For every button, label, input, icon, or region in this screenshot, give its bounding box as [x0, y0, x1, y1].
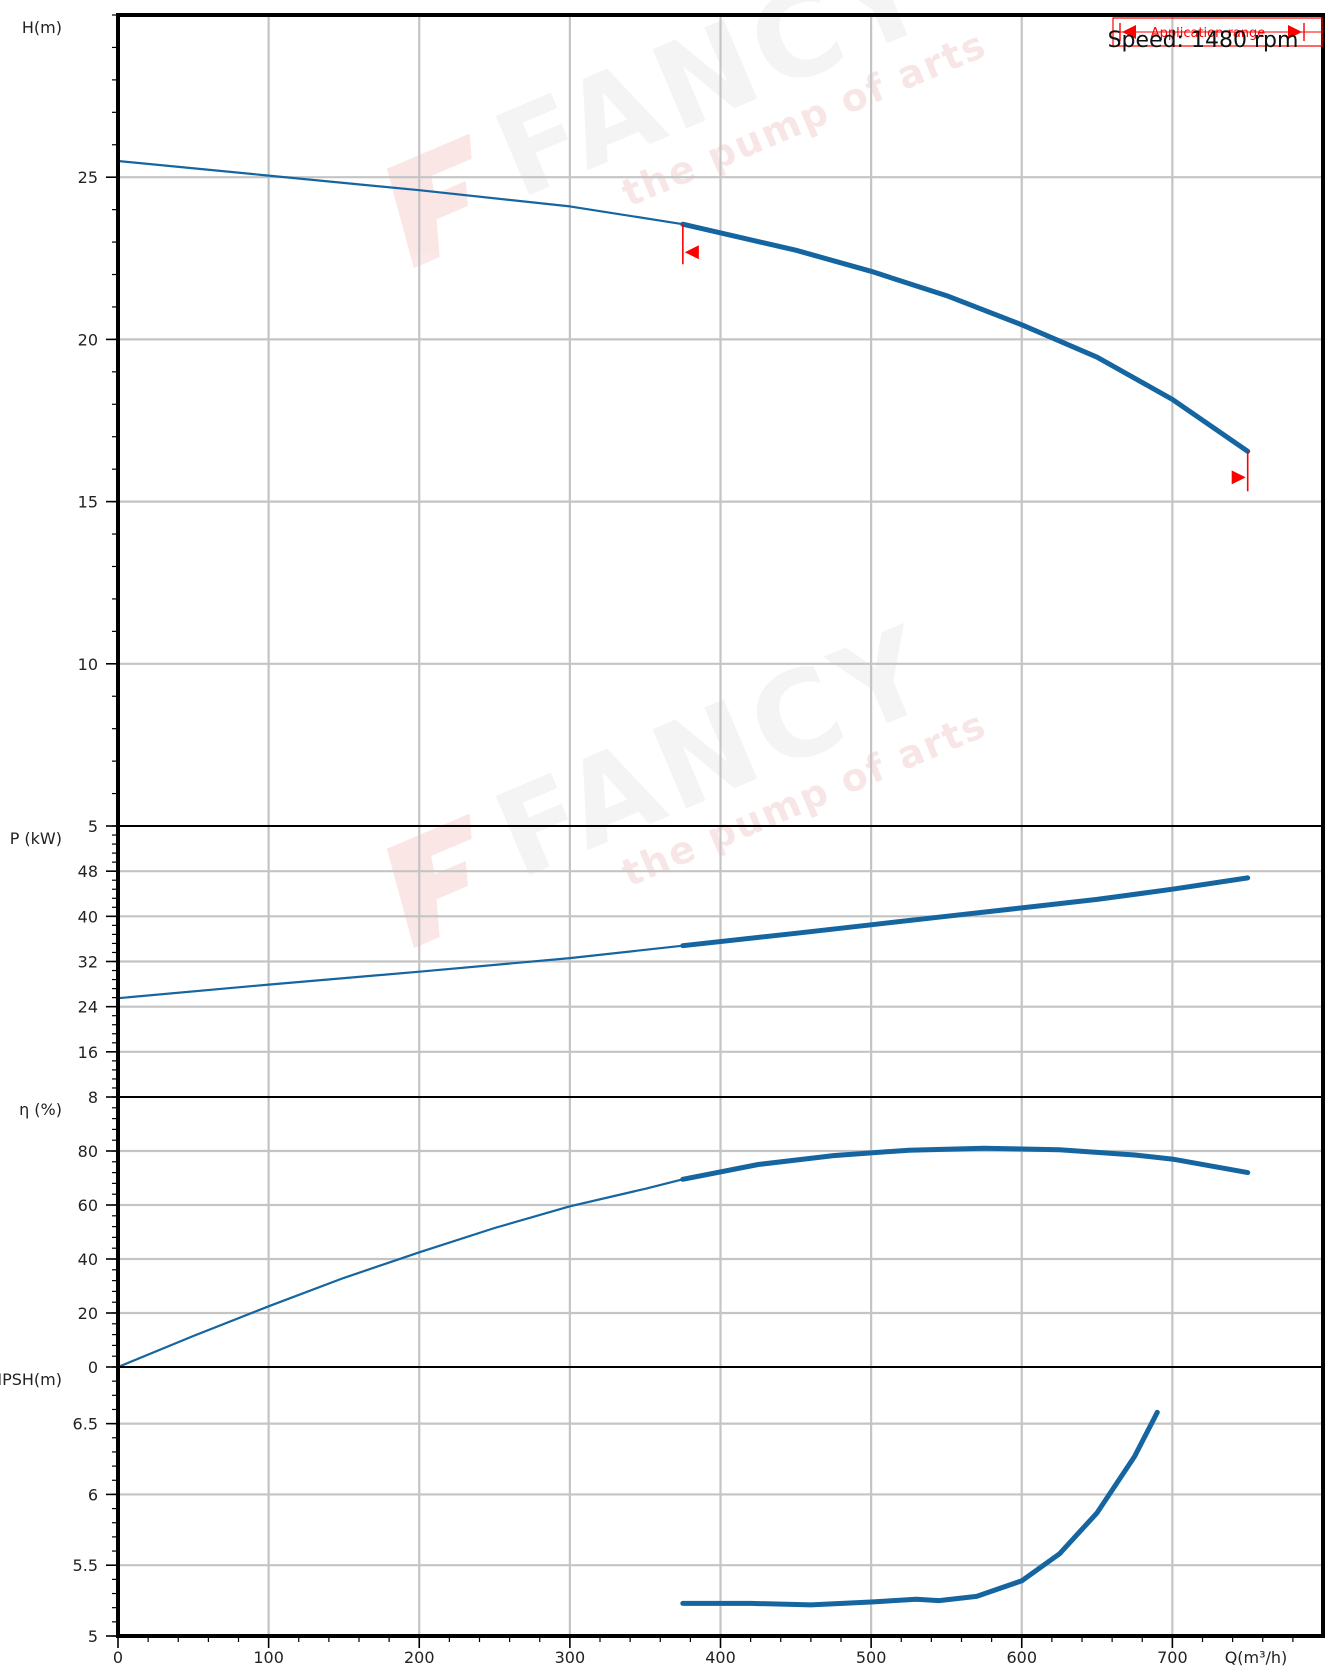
- head-curve-operating: [680, 221, 1251, 454]
- curves-layer: [116, 159, 1251, 1608]
- efficiency-y-tick-label: 60: [78, 1196, 98, 1215]
- efficiency-y-tick-label: 40: [78, 1250, 98, 1269]
- power-y-tick-label: 48: [78, 862, 98, 881]
- labels-layer: 0 100 200 300 400 500 600 700 Q(m³/h)510152025H(…: [0, 17, 1323, 1667]
- speed-label: Speed: 1480 rpm: [1108, 28, 1299, 53]
- x-tick-label: 400: [705, 1648, 736, 1667]
- range-markers-layer: [682, 224, 1249, 492]
- power-curve-extended: [116, 944, 684, 1000]
- efficiency-y-tick-label: 80: [78, 1142, 98, 1161]
- x-tick-label: 200: [404, 1648, 435, 1667]
- x-tick-label: 100: [253, 1648, 284, 1667]
- npsh-y-axis-label: NPSH(m): [0, 1370, 62, 1389]
- efficiency-curve-extended: [116, 1178, 684, 1369]
- power-y-tick-label: 24: [78, 998, 98, 1017]
- x-tick-label: 300: [555, 1648, 586, 1667]
- legend-left-arrow-icon: [1122, 25, 1136, 39]
- watermark-brand: FANCY: [476, 0, 953, 225]
- x-tick-label: 0: [113, 1648, 123, 1667]
- efficiency-y-tick-label: 0: [88, 1358, 98, 1377]
- range-start-arrow-icon: [684, 245, 699, 260]
- head-y-tick-label: 25: [78, 168, 98, 187]
- power-y-tick-label: 32: [78, 953, 98, 972]
- x-tick-label: 600: [1006, 1648, 1037, 1667]
- legend-right-arrow-icon: [1288, 25, 1302, 39]
- npsh-y-tick-label: 5: [88, 1627, 98, 1646]
- watermark-logo-icon: [386, 813, 472, 949]
- head-y-tick-label: 15: [78, 493, 98, 512]
- efficiency-curve-operating: [680, 1145, 1251, 1182]
- head-curve-extended: [116, 159, 684, 226]
- efficiency-y-axis-label: η (%): [19, 1100, 62, 1119]
- head-y-axis-label: H(m): [22, 18, 62, 37]
- head-y-tick-label: 5: [88, 817, 98, 836]
- x-tick-label: 500: [856, 1648, 887, 1667]
- power-curve-operating: [680, 875, 1251, 949]
- power-y-axis-label: P (kW): [10, 829, 62, 848]
- npsh-y-tick-label: 5.5: [73, 1556, 98, 1575]
- chart-frame: [116, 13, 1325, 1638]
- power-y-tick-label: 16: [78, 1043, 98, 1062]
- legend-range-label: Application range: [1151, 26, 1266, 41]
- npsh-curve-operating: [680, 1409, 1160, 1608]
- head-y-tick-label: 20: [78, 330, 98, 349]
- watermark-logo-icon: [386, 133, 472, 269]
- efficiency-y-tick-label: 20: [78, 1304, 98, 1323]
- power-y-tick-label: 40: [78, 907, 98, 926]
- x-axis-label: Q(m³/h): [1225, 1648, 1288, 1667]
- head-y-tick-label: 10: [78, 655, 98, 674]
- power-y-tick-label: 8: [88, 1088, 98, 1107]
- npsh-y-tick-label: 6: [88, 1485, 98, 1504]
- axes-layer: [106, 13, 1325, 1648]
- x-tick-label: 700: [1157, 1648, 1188, 1667]
- range-end-arrow-icon: [1231, 470, 1246, 485]
- npsh-y-tick-label: 6.5: [73, 1415, 98, 1434]
